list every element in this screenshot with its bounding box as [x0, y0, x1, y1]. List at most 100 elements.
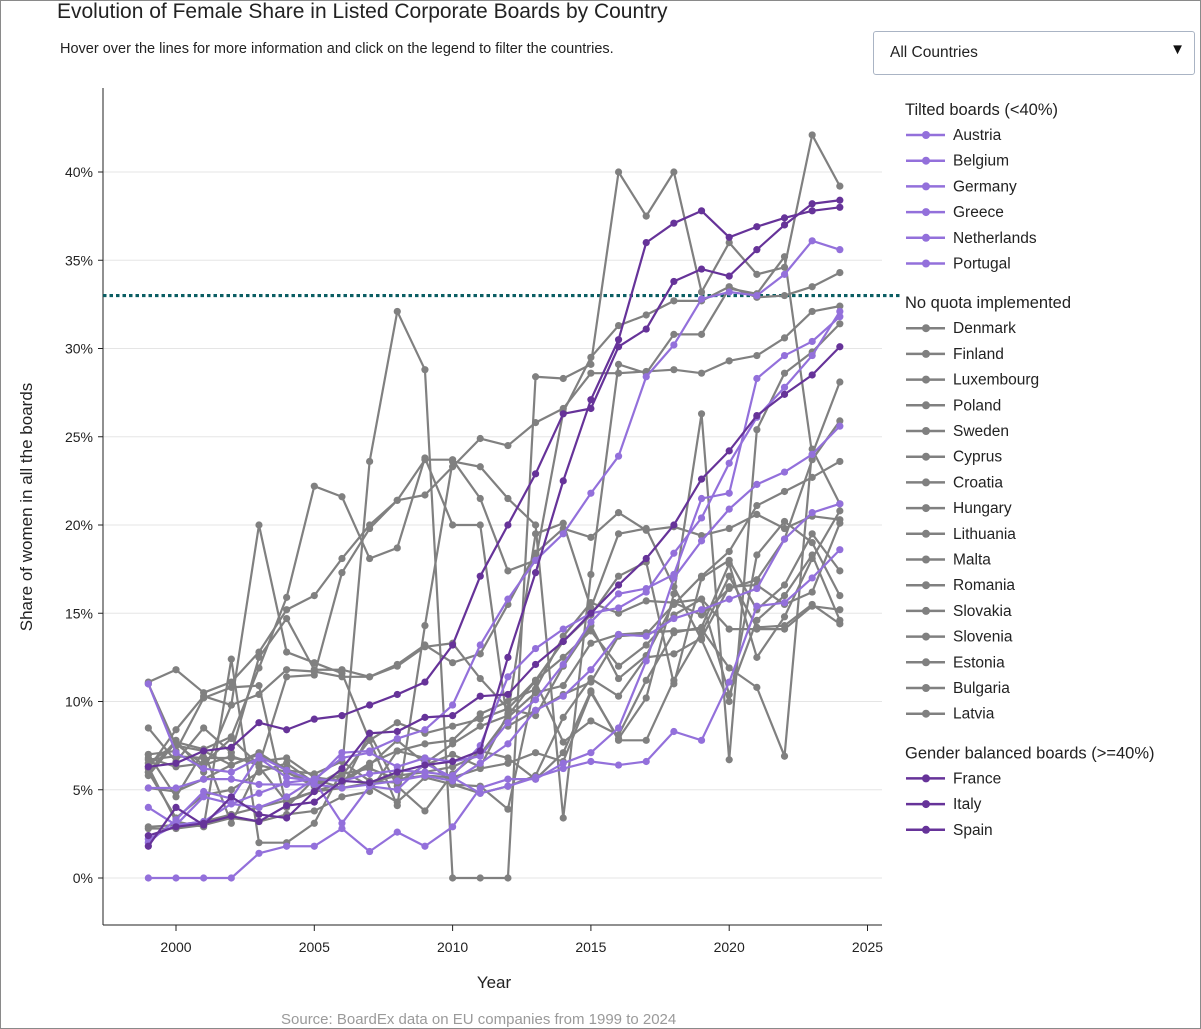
data-point[interactable] [310, 715, 318, 723]
legend-label[interactable]: Slovenia [953, 629, 1013, 646]
data-point[interactable] [725, 625, 733, 633]
series-line-portugal[interactable] [147, 310, 841, 841]
data-point[interactable] [725, 459, 733, 467]
data-point[interactable] [255, 648, 263, 656]
data-point[interactable] [725, 489, 733, 497]
legend[interactable]: Tilted boards (<40%) Austria Belgium German… [905, 101, 1155, 839]
data-point[interactable] [421, 454, 429, 462]
data-point[interactable] [836, 567, 844, 575]
data-point[interactable] [587, 757, 595, 766]
series-line-latvia[interactable] [147, 133, 841, 880]
data-point[interactable] [697, 606, 706, 614]
data-point[interactable] [338, 673, 346, 681]
data-point[interactable] [144, 768, 152, 776]
data-point[interactable] [753, 576, 761, 584]
data-point[interactable] [780, 535, 789, 543]
data-point[interactable] [725, 690, 733, 699]
data-point[interactable] [559, 713, 567, 721]
data-point[interactable] [780, 752, 789, 760]
data-point[interactable] [227, 678, 235, 686]
data-point[interactable] [283, 648, 291, 656]
data-point[interactable] [697, 611, 706, 619]
data-point[interactable] [559, 519, 567, 527]
data-point[interactable] [338, 784, 346, 792]
data-point[interactable] [476, 692, 484, 700]
data-point[interactable] [449, 772, 457, 780]
data-point[interactable] [587, 627, 595, 635]
data-point[interactable] [559, 653, 567, 661]
data-point[interactable] [227, 874, 235, 882]
data-point[interactable] [449, 641, 457, 649]
data-point[interactable] [310, 482, 318, 490]
data-point[interactable] [338, 493, 346, 501]
data-point[interactable] [476, 641, 484, 649]
data-point[interactable] [808, 539, 816, 547]
data-point[interactable] [725, 572, 733, 580]
data-point[interactable] [614, 509, 623, 517]
data-point[interactable] [697, 537, 706, 545]
data-point[interactable] [808, 574, 816, 582]
legend-item-austria[interactable]: Austria [906, 127, 1002, 144]
data-point[interactable] [476, 752, 484, 760]
legend-label[interactable]: Romania [953, 577, 1015, 594]
data-point[interactable] [310, 819, 318, 827]
data-point[interactable] [780, 468, 789, 476]
data-point[interactable] [642, 641, 650, 649]
series-line-lithuania[interactable] [147, 456, 841, 777]
data-point[interactable] [725, 283, 733, 291]
data-point[interactable] [614, 734, 623, 743]
data-point[interactable] [449, 763, 457, 771]
data-point[interactable] [283, 814, 291, 822]
data-point[interactable] [200, 874, 208, 882]
data-point[interactable] [393, 798, 401, 806]
data-point[interactable] [255, 849, 263, 857]
data-point[interactable] [144, 832, 152, 840]
data-point[interactable] [697, 265, 706, 273]
legend-item-greece[interactable]: Greece [906, 204, 1004, 221]
data-point[interactable] [697, 572, 706, 580]
series-slovenia[interactable] [144, 320, 844, 790]
data-point[interactable] [670, 521, 678, 529]
data-point[interactable] [614, 336, 623, 344]
data-point[interactable] [421, 713, 429, 721]
legend-label[interactable]: Italy [953, 796, 982, 813]
legend-item-poland[interactable]: Poland [906, 397, 1001, 414]
data-point[interactable] [531, 749, 540, 757]
data-point[interactable] [200, 819, 208, 827]
data-point[interactable] [531, 556, 540, 564]
data-point[interactable] [283, 673, 291, 681]
legend-item-denmark[interactable]: Denmark [906, 320, 1016, 337]
data-point[interactable] [172, 749, 180, 757]
data-point[interactable] [227, 655, 235, 663]
data-point[interactable] [366, 847, 374, 856]
data-point[interactable] [808, 200, 816, 208]
data-point[interactable] [559, 738, 567, 746]
triangle-down-icon[interactable]: ▼ [1170, 41, 1185, 58]
data-point[interactable] [283, 754, 291, 762]
data-point[interactable] [587, 533, 595, 541]
data-point[interactable] [504, 704, 512, 713]
data-point[interactable] [366, 759, 374, 767]
data-point[interactable] [255, 817, 263, 826]
data-point[interactable] [587, 689, 595, 697]
series-line-finland[interactable] [147, 305, 841, 694]
data-point[interactable] [559, 759, 567, 767]
data-point[interactable] [310, 842, 318, 850]
data-point[interactable] [172, 816, 180, 824]
data-point[interactable] [836, 302, 844, 310]
data-point[interactable] [255, 803, 263, 812]
data-point[interactable] [559, 637, 567, 646]
data-point[interactable] [200, 754, 208, 762]
data-point[interactable] [587, 639, 595, 647]
legend-item-croatia[interactable]: Croatia [906, 474, 1003, 491]
data-point[interactable] [449, 659, 457, 667]
data-point[interactable] [753, 501, 761, 510]
series-line-hungary[interactable] [147, 532, 841, 825]
data-point[interactable] [587, 749, 595, 757]
series-france[interactable] [144, 196, 844, 771]
legend-item-sweden[interactable]: Sweden [906, 423, 1009, 440]
series-line-belgium[interactable] [147, 315, 841, 827]
data-point[interactable] [780, 390, 789, 398]
data-point[interactable] [476, 874, 484, 882]
series-line-netherlands[interactable] [147, 425, 841, 880]
